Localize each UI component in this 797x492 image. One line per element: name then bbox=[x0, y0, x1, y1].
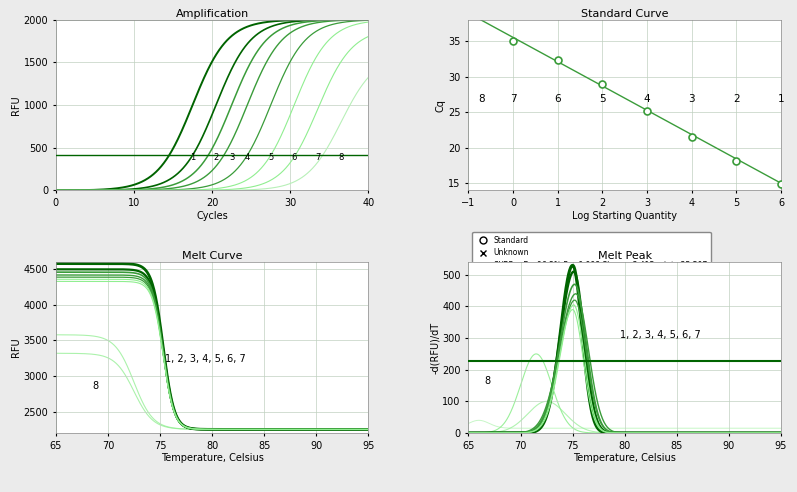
X-axis label: Cycles: Cycles bbox=[196, 211, 228, 221]
Title: Melt Curve: Melt Curve bbox=[182, 251, 242, 261]
Y-axis label: Cq: Cq bbox=[435, 98, 446, 112]
Text: 5: 5 bbox=[268, 153, 273, 162]
Y-axis label: RFU: RFU bbox=[10, 338, 21, 357]
Legend: Standard, Unknown, SYBR    E= 96.3% R²=0.998 Slope=-3.415 y-int=35.507: Standard, Unknown, SYBR E= 96.3% R²=0.99… bbox=[473, 232, 711, 274]
Text: 2: 2 bbox=[214, 153, 218, 162]
Text: 3: 3 bbox=[229, 153, 234, 162]
Text: 7: 7 bbox=[315, 153, 320, 162]
Text: 7: 7 bbox=[510, 93, 516, 103]
Text: 1, 2, 3, 4, 5, 6, 7: 1, 2, 3, 4, 5, 6, 7 bbox=[165, 354, 246, 364]
Text: 1: 1 bbox=[190, 153, 195, 162]
Text: 1, 2, 3, 4, 5, 6, 7: 1, 2, 3, 4, 5, 6, 7 bbox=[619, 330, 701, 340]
Title: Amplification: Amplification bbox=[175, 9, 249, 19]
X-axis label: Log Starting Quantity: Log Starting Quantity bbox=[572, 211, 677, 221]
Text: 3: 3 bbox=[689, 93, 695, 103]
Text: 6: 6 bbox=[292, 153, 296, 162]
X-axis label: Temperature, Celsius: Temperature, Celsius bbox=[161, 453, 264, 463]
Text: 8: 8 bbox=[339, 153, 344, 162]
Text: 5: 5 bbox=[599, 93, 606, 103]
Title: Melt Peak: Melt Peak bbox=[598, 251, 652, 261]
Text: 2: 2 bbox=[733, 93, 740, 103]
Text: 4: 4 bbox=[644, 93, 650, 103]
Text: 8: 8 bbox=[92, 381, 98, 391]
Text: 6: 6 bbox=[555, 93, 561, 103]
Text: 4: 4 bbox=[245, 153, 250, 162]
Y-axis label: RFU: RFU bbox=[10, 95, 21, 115]
Text: 8: 8 bbox=[478, 93, 485, 103]
Text: 8: 8 bbox=[484, 376, 490, 386]
Text: 1: 1 bbox=[778, 93, 784, 103]
Title: Standard Curve: Standard Curve bbox=[581, 9, 669, 19]
X-axis label: Temperature, Celsius: Temperature, Celsius bbox=[573, 453, 676, 463]
Y-axis label: -d(RFU)/dT: -d(RFU)/dT bbox=[430, 321, 439, 373]
